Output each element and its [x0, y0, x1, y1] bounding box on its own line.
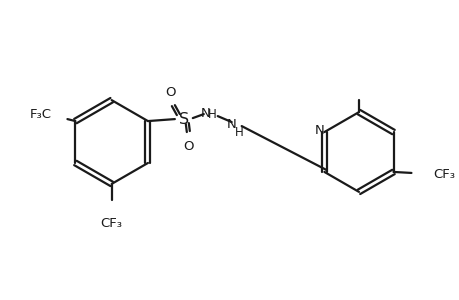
- Text: CF₃: CF₃: [432, 168, 454, 182]
- Text: F₃C: F₃C: [29, 108, 51, 121]
- Text: H: H: [207, 108, 216, 121]
- Text: H: H: [235, 126, 244, 139]
- Text: S: S: [179, 112, 189, 127]
- Text: N: N: [201, 106, 210, 120]
- Text: CF₃: CF₃: [101, 217, 123, 230]
- Text: O: O: [183, 140, 194, 152]
- Text: N: N: [314, 124, 324, 136]
- Text: O: O: [165, 86, 176, 99]
- Text: N: N: [226, 118, 236, 130]
